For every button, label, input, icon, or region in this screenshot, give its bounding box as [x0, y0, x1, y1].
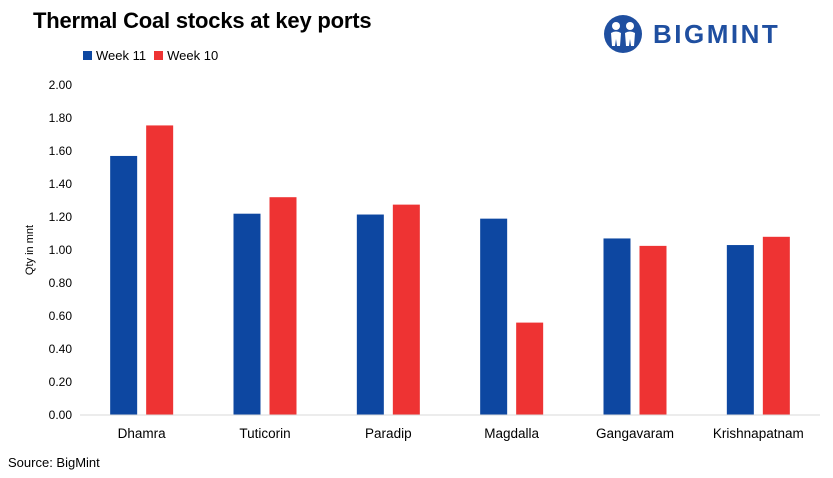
y-tick-label: 2.00	[49, 78, 73, 92]
bar-week-10-gangavaram	[639, 245, 667, 415]
y-tick-label: 0.80	[49, 276, 73, 290]
x-category-label: Paradip	[365, 426, 412, 441]
y-tick-label: 1.60	[49, 144, 73, 158]
y-tick-label: 1.40	[49, 177, 73, 191]
legend-label-week-11: Week 11	[96, 48, 147, 63]
chart-title: Thermal Coal stocks at key ports	[33, 8, 372, 33]
y-tick-label: 0.00	[49, 408, 73, 422]
bar-week-11-krishnapatnam	[726, 245, 754, 415]
bar-week-10-magdalla	[516, 322, 544, 415]
x-category-label: Krishnapatnam	[713, 426, 804, 441]
bar-week-11-dhamra	[110, 155, 138, 415]
bar-week-11-gangavaram	[603, 238, 631, 415]
legend-swatch-week-10	[154, 51, 164, 60]
bar-week-10-krishnapatnam	[762, 236, 790, 415]
x-category-label: Tuticorin	[239, 426, 290, 441]
y-tick-label: 0.20	[49, 375, 73, 389]
x-category-label: Magdalla	[484, 426, 539, 441]
y-tick-label: 1.80	[49, 111, 73, 125]
legend-item-week-10: Week 10	[154, 48, 218, 63]
legend-item-week-11: Week 11	[83, 48, 146, 63]
x-category-label: Gangavaram	[596, 426, 674, 441]
brand-name: BIGMINT	[653, 18, 781, 49]
chart-legend: Week 11 Week 10	[83, 48, 226, 63]
legend-swatch-week-11	[83, 51, 92, 60]
bar-week-10-dhamra	[146, 125, 174, 416]
y-tick-label: 0.40	[49, 342, 73, 356]
y-tick-label: 1.00	[49, 243, 73, 257]
bigmint-logo-icon	[604, 15, 642, 53]
bar-week-10-tuticorin	[269, 197, 297, 415]
x-category-label: Dhamra	[118, 426, 167, 441]
legend-label-week-10: Week 10	[167, 48, 219, 63]
bar-week-11-paradip	[356, 214, 384, 415]
y-tick-label: 0.60	[49, 309, 73, 323]
bar-week-11-tuticorin	[233, 213, 261, 415]
bar-week-10-paradip	[392, 204, 420, 415]
source-note: Source: BigMint	[8, 455, 100, 470]
bar-week-11-magdalla	[480, 218, 508, 415]
bigmint-logo: BIGMINT	[603, 13, 780, 55]
y-tick-label: 1.20	[49, 210, 73, 224]
y-axis-title: Qty in mnt	[24, 225, 36, 275]
